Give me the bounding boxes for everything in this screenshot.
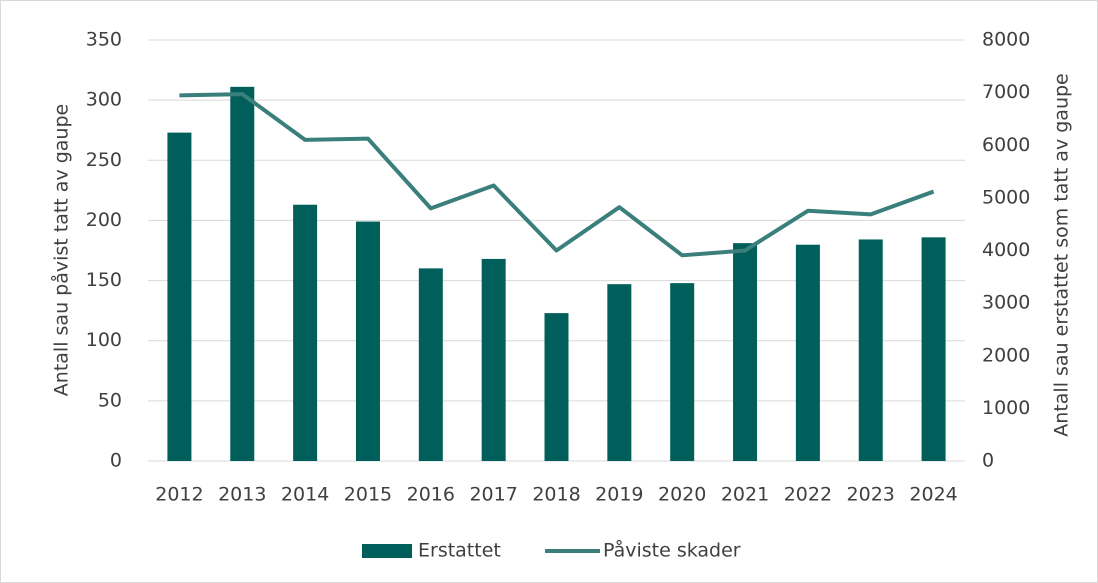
legend-swatch (362, 544, 412, 558)
bar (418, 268, 443, 461)
bar (230, 86, 255, 462)
bar (544, 313, 569, 461)
y-tick-label: 250 (86, 149, 122, 171)
y-tick-label: 200 (86, 209, 122, 231)
y2-tick-label: 4000 (982, 239, 1030, 261)
y2-tick-label: 6000 (982, 134, 1030, 156)
x-tick-label: 2016 (407, 484, 455, 506)
y2-axis-label: Antall sau erstattet som tatt av gaupe (1051, 73, 1073, 436)
bar (167, 132, 192, 461)
bar (858, 239, 883, 461)
y2-tick-label: 8000 (982, 29, 1030, 51)
bar (355, 221, 380, 461)
y-tick-label: 350 (86, 29, 122, 51)
y-tick-label: 100 (86, 329, 122, 351)
bar (795, 244, 820, 461)
x-tick-label: 2018 (532, 484, 580, 506)
legend-label: Påviste skader (603, 539, 741, 562)
bar (670, 283, 695, 461)
y2-tick-label: 0 (982, 450, 994, 472)
bar (921, 237, 946, 461)
line (179, 92, 935, 258)
x-tick-label: 2024 (909, 484, 957, 506)
x-tick-label: 2017 (469, 484, 517, 506)
y2-tick-label: 7000 (982, 81, 1030, 103)
bar (293, 204, 318, 461)
y-tick-label: 50 (98, 389, 122, 411)
y2-tick-label: 1000 (982, 397, 1030, 419)
x-tick-label: 2015 (344, 484, 392, 506)
y2-tick-label: 5000 (982, 186, 1030, 208)
y-axis-label: Antall sau påvist tatt av gaupe (50, 104, 73, 396)
bar (607, 284, 632, 461)
x-tick-label: 2022 (784, 484, 832, 506)
y-tick-label: 300 (86, 89, 122, 111)
y2-tick-label: 2000 (982, 344, 1030, 366)
bar (733, 243, 758, 461)
x-tick-label: 2012 (155, 484, 203, 506)
y-tick-label: 0 (110, 450, 122, 472)
legend-label: Erstattet (418, 540, 501, 562)
y-tick-label: 150 (86, 269, 122, 291)
x-tick-label: 2013 (218, 484, 266, 506)
x-tick-label: 2021 (721, 484, 769, 506)
x-tick-label: 2023 (847, 484, 895, 506)
y2-tick-label: 3000 (982, 292, 1030, 314)
x-tick-label: 2014 (281, 484, 329, 506)
bar (481, 258, 506, 461)
x-tick-label: 2019 (595, 484, 643, 506)
x-tick-label: 2020 (658, 484, 706, 506)
